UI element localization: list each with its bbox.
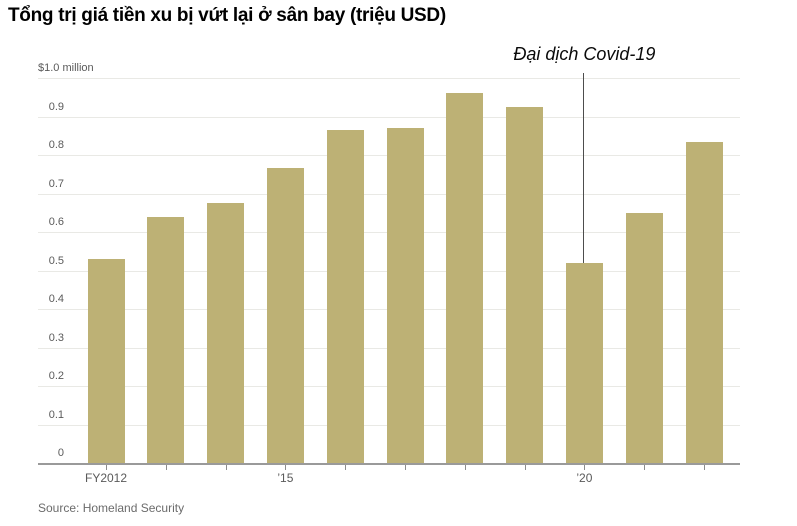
gridline: [38, 78, 740, 79]
chart-title: Tổng trị giá tiền xu bị vứt lại ở sân ba…: [8, 5, 446, 26]
x-axis-label: ’15: [277, 471, 294, 485]
x-axis-tick: [285, 465, 287, 470]
x-axis-tick: [165, 465, 167, 470]
source-text: Source: Homeland Security: [38, 501, 185, 515]
y-axis-tick-label: 0.7: [48, 177, 64, 190]
y-axis-tick-label: 0.1: [48, 408, 64, 421]
bar-fy2015: [266, 168, 304, 463]
bar-fy2012: [87, 258, 125, 463]
y-axis-top-label: $1.0 million: [38, 62, 94, 74]
bar-fy2021: [625, 212, 663, 463]
y-axis-tick-label: 0.2: [48, 370, 64, 382]
y-axis-tick-label: 0.9: [48, 100, 64, 113]
annotation-line: [583, 73, 585, 263]
x-axis-line: [38, 463, 740, 465]
gridline: [38, 116, 740, 118]
x-axis-tick: [464, 465, 466, 470]
bar-fy2018: [446, 93, 484, 463]
x-axis-tick: [524, 465, 526, 470]
y-axis-tick-label: 0.6: [48, 216, 64, 228]
bar-fy2020: [565, 262, 603, 463]
x-axis-tick: [106, 465, 107, 470]
y-axis-tick-label: 0.3: [48, 331, 64, 344]
bar-fy2014: [207, 203, 245, 463]
x-axis-tick: [405, 465, 406, 470]
x-axis-tick: [225, 465, 227, 470]
x-axis-tick: [584, 465, 586, 470]
bar-fy2016: [326, 129, 364, 463]
x-axis-label: FY2012: [84, 471, 128, 485]
x-axis-label: ’20: [576, 471, 593, 485]
bar-fy2017: [386, 128, 424, 463]
x-axis-tick: [345, 465, 347, 470]
y-axis-tick-label: 0.5: [48, 254, 64, 267]
y-axis-tick-label: 0: [57, 447, 64, 459]
x-axis-tick: [704, 465, 705, 470]
annotation-label: Đại dịch Covid-19: [513, 44, 656, 64]
bar-fy2022: [685, 141, 723, 463]
y-axis-tick-label: 0.8: [48, 139, 64, 151]
bar-fy2019: [506, 106, 544, 463]
bar-fy2013: [147, 216, 185, 463]
x-axis-tick: [644, 465, 646, 470]
y-axis-tick-label: 0.4: [48, 293, 64, 305]
